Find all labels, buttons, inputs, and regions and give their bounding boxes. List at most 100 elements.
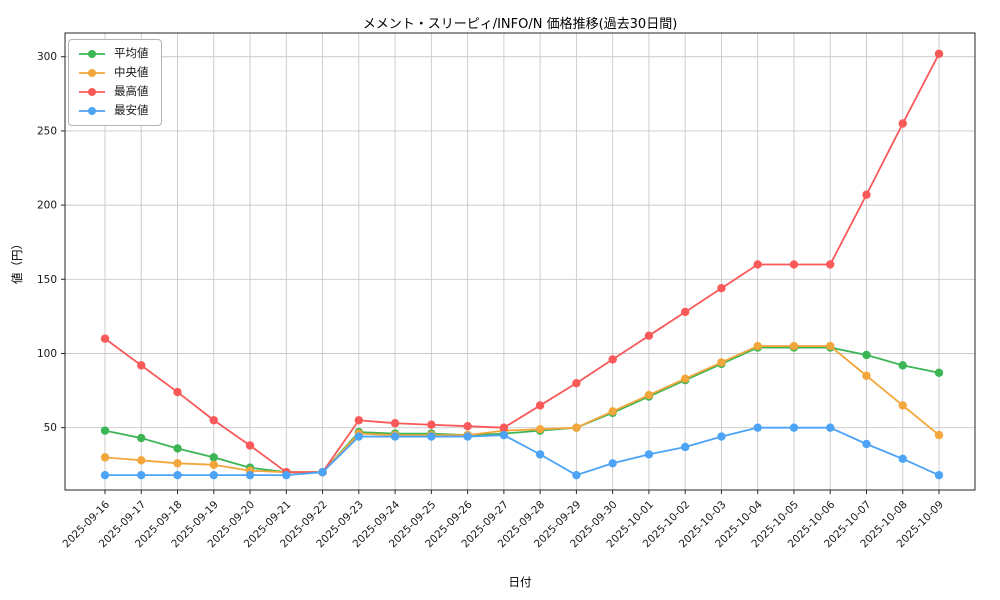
series-marker-min (499, 430, 509, 440)
series-marker-min (680, 442, 690, 452)
legend-label: 最安値 (114, 103, 149, 118)
x-axis-label: 日付 (508, 575, 532, 589)
series-marker-max (826, 260, 835, 269)
series-marker-max (137, 361, 146, 370)
legend-swatch-average (79, 50, 105, 58)
series-marker-median (608, 407, 617, 416)
legend-swatch-min (79, 107, 105, 115)
series-marker-median (173, 459, 182, 468)
series-marker-max (100, 334, 110, 343)
series-marker-median (644, 390, 654, 400)
series-marker-max (753, 260, 762, 269)
series-marker-median (898, 401, 907, 410)
legend-item-average: 平均値 (77, 47, 149, 61)
series-marker-average (137, 433, 146, 443)
y-tick-label: 100 (37, 348, 57, 360)
series-marker-min (898, 454, 907, 464)
series-marker-max (463, 421, 472, 431)
series-marker-average (173, 444, 182, 453)
y-tick-label: 50 (44, 422, 57, 434)
plot-border (64, 32, 976, 491)
series-marker-median (934, 430, 944, 440)
series-marker-max (209, 416, 218, 425)
series-marker-min (318, 467, 327, 477)
series-marker-min (427, 432, 436, 441)
series-marker-median (100, 453, 110, 462)
series-marker-min (934, 470, 944, 480)
series-marker-max (789, 260, 799, 269)
series-marker-min (608, 459, 617, 468)
series-marker-max (862, 190, 871, 199)
series-marker-max (717, 284, 726, 293)
y-tick-label: 200 (37, 200, 57, 212)
legend: 平均値中央値最高値最安値 (68, 39, 162, 126)
series-marker-min (137, 470, 146, 480)
series-marker-max (608, 355, 617, 364)
series-marker-max (644, 331, 654, 340)
series-marker-min (209, 470, 218, 480)
series-marker-median (680, 374, 690, 383)
series-marker-median (137, 456, 146, 465)
legend-item-min: 最安値 (77, 104, 149, 118)
y-tick-label: 250 (37, 125, 57, 137)
series-marker-min (354, 432, 364, 441)
series-marker-median (209, 460, 218, 469)
series-marker-min (245, 470, 255, 480)
series-marker-max (245, 441, 255, 450)
series-marker-min (826, 423, 835, 432)
series-marker-max (934, 49, 944, 58)
series-line-average (104, 346, 940, 474)
legend-marker (88, 88, 96, 96)
series-marker-median (535, 424, 545, 434)
legend-marker (88, 69, 96, 77)
series-marker-max (535, 401, 545, 410)
series-marker-average (898, 361, 907, 370)
series-line-min (104, 426, 940, 477)
series-marker-max (390, 419, 400, 428)
legend-label: 最高値 (114, 84, 149, 99)
series-marker-min (173, 470, 182, 480)
legend-marker (88, 107, 96, 115)
series-marker-min (463, 432, 472, 441)
series-marker-median (789, 341, 799, 351)
legend-label: 平均値 (114, 46, 149, 61)
series-marker-max (680, 307, 690, 317)
series-marker-median (862, 371, 871, 380)
y-tick-label: 150 (37, 274, 57, 286)
legend-item-max: 最高値 (77, 85, 149, 99)
series-marker-min (717, 432, 726, 441)
series-marker-average (100, 426, 110, 435)
legend-label: 中央値 (114, 65, 149, 80)
series-line-median (104, 345, 940, 474)
series-marker-max (173, 387, 182, 397)
series-marker-min (390, 432, 400, 441)
series-marker-median (572, 423, 581, 432)
legend-swatch-median (79, 69, 105, 77)
series-marker-min (644, 450, 654, 459)
series-marker-min (282, 470, 291, 480)
y-axis-label: 値（円） (10, 238, 24, 284)
series-marker-average (862, 350, 871, 360)
legend-marker (88, 50, 96, 58)
chart-title: メメント・スリーピィ/INFO/N 価格推移(過去30日間) (362, 17, 678, 32)
y-tick-label: 300 (37, 51, 57, 63)
series-marker-max (427, 420, 436, 429)
series-marker-median (753, 341, 762, 351)
series-marker-min (753, 423, 762, 432)
series-marker-max (354, 416, 364, 425)
legend-item-median: 中央値 (77, 66, 149, 80)
series-marker-max (499, 423, 509, 432)
series-marker-min (862, 439, 871, 449)
series-marker-min (100, 470, 110, 480)
series-marker-min (535, 450, 545, 459)
series-marker-max (572, 378, 581, 388)
series-marker-average (934, 368, 944, 377)
series-marker-median (717, 358, 726, 367)
series-line-max (104, 52, 940, 474)
series-marker-average (209, 453, 218, 462)
series-marker-min (789, 423, 799, 432)
legend-swatch-max (79, 88, 105, 96)
series-marker-median (826, 341, 835, 351)
